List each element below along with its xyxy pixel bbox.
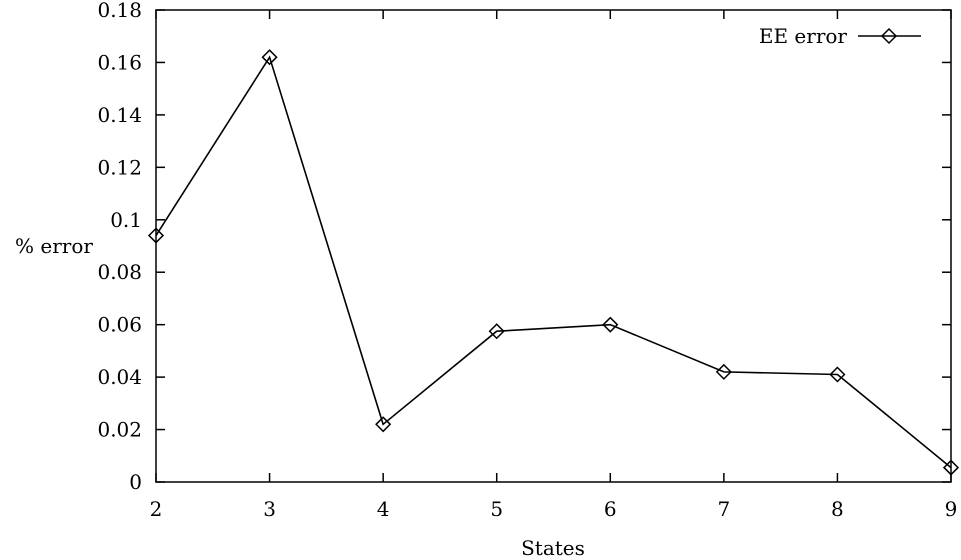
x-tick-label: 5 (490, 497, 503, 521)
data-point (715, 363, 732, 380)
x-tick-label: 9 (945, 497, 958, 521)
y-tick-label: 0.14 (97, 103, 142, 127)
series-line (155, 55, 952, 469)
x-tick-label: 4 (377, 497, 390, 521)
data-point (261, 49, 278, 66)
y-tick-label: 0.18 (97, 0, 142, 22)
data-point (829, 366, 846, 383)
y-tick-label: 0.04 (97, 365, 142, 389)
legend: EE error (759, 24, 921, 48)
y-tick-label: 0 (129, 470, 142, 494)
x-axis-title: States (521, 536, 585, 560)
y-tick-label: 0.06 (97, 313, 142, 337)
y-tick-label: 0.1 (110, 208, 142, 232)
data-point (488, 323, 505, 340)
y-axis-title: % error (15, 234, 93, 258)
data-point (375, 416, 392, 433)
x-tick-label: 2 (150, 497, 163, 521)
plot-frame (155, 9, 952, 483)
legend-marker (880, 27, 898, 45)
x-tick-label: 7 (717, 497, 730, 521)
y-tick-label: 0.16 (97, 50, 142, 74)
legend-label: EE error (759, 24, 848, 48)
data-point (942, 459, 960, 476)
x-tick-label: 6 (604, 497, 617, 521)
axis-ticks (155, 9, 952, 483)
data-point (602, 316, 619, 333)
y-tick-label: 0.02 (97, 418, 142, 442)
axis-tick-labels: 0 0.02 0.04 0.06 0.08 0.1 0.12 0.14 0.16 0.18 2 3 4 5… (97, 0, 957, 521)
x-tick-label: 3 (263, 497, 276, 521)
y-tick-label: 0.08 (97, 260, 142, 284)
x-tick-label: 8 (831, 497, 844, 521)
data-point (147, 227, 165, 244)
y-tick-label: 0.12 (97, 155, 142, 179)
series-layer (147, 49, 960, 476)
